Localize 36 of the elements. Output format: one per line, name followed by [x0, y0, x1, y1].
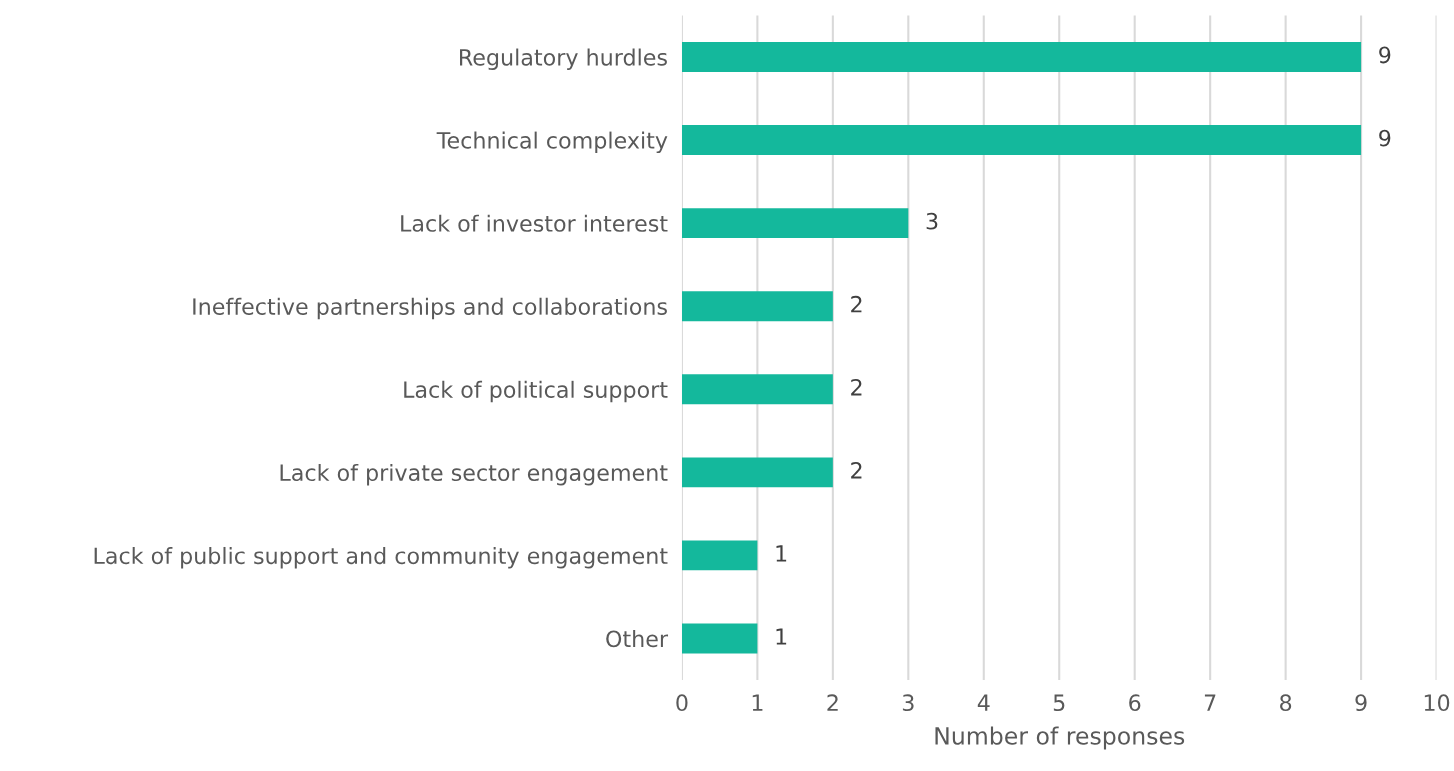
y-tick-label: Lack of investor interest: [401, 214, 668, 232]
bar: [681, 291, 833, 322]
data-label: 9: [1379, 46, 1391, 64]
y-tick-label: Ineffective partnerships and collaborations: [193, 297, 667, 320]
x-tick-label: 10: [1424, 694, 1450, 712]
x-tick-label: 3: [902, 694, 914, 712]
y-tick-label: Regulatory hurdles: [460, 48, 667, 71]
y-tick-label: Lack of private sector engagement: [280, 463, 668, 486]
x-tick-label: 4: [977, 694, 990, 711]
bar: [681, 125, 1362, 155]
x-tick-label: 8: [1280, 694, 1292, 712]
data-label: 3: [926, 212, 938, 230]
y-tick-label: Lack of political support: [404, 380, 668, 403]
bar: [681, 540, 758, 571]
bar: [681, 42, 1362, 72]
x-tick-label: 0: [676, 694, 688, 712]
x-axis-title: Number of responses: [935, 726, 1185, 750]
x-tick-label: 5: [1053, 694, 1065, 712]
bar: [681, 623, 758, 654]
x-tick-label: 7: [1204, 694, 1216, 711]
y-tick-label: Technical complexity: [436, 131, 668, 154]
bar: [681, 208, 909, 239]
data-label: 1: [776, 545, 787, 562]
data-label: 2: [851, 461, 862, 479]
x-tick-label: 9: [1355, 694, 1367, 712]
x-tick-label: 1: [752, 694, 763, 711]
data-label: 2: [851, 378, 862, 396]
y-tick-label: Other: [606, 630, 669, 648]
bar: [681, 457, 833, 488]
x-tick-label: 2: [827, 694, 838, 711]
data-label: 9: [1379, 129, 1391, 147]
bar: [681, 374, 833, 405]
x-tick-label: 6: [1129, 694, 1141, 712]
data-label: 1: [776, 628, 787, 645]
data-label: 2: [851, 295, 862, 313]
y-tick-label: Lack of public support and community engagement: [94, 546, 668, 569]
